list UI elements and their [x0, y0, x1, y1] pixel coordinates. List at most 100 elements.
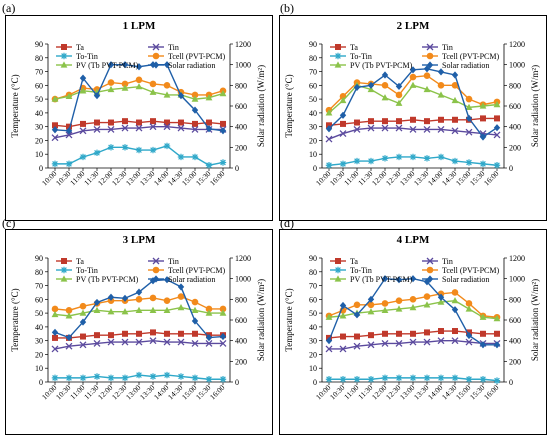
data-point	[149, 146, 157, 154]
chart-title: 1 LPM	[123, 20, 156, 32]
data-point	[163, 91, 171, 98]
data-point	[149, 277, 157, 285]
legend-marker	[152, 275, 160, 283]
legend-marker	[426, 257, 434, 265]
y-tick-label: 80	[35, 54, 43, 63]
series-tcell-pvt-pcm	[325, 289, 501, 321]
data-point	[177, 153, 185, 161]
data-point	[177, 338, 185, 346]
chart-panel-2: 2 LPM 0 10 20 30 40 50 60 70 80 90 0 200 400 600 800 100…	[279, 15, 547, 221]
data-point	[79, 302, 87, 310]
data-point	[219, 376, 227, 383]
data-point	[219, 159, 227, 166]
legend-item-solar-radiation: Solar radiation	[422, 61, 489, 70]
y2-tick-label: 200	[235, 357, 247, 366]
data-point	[149, 123, 157, 131]
data-point	[150, 329, 156, 336]
data-point	[339, 160, 347, 168]
legend-label: PV (Tb PVT-PCM)	[350, 61, 413, 70]
legend-item-to-tin: To-Tin	[330, 266, 372, 275]
data-point	[135, 371, 143, 379]
series-solar-radiation	[325, 65, 501, 141]
y-tick-label: 80	[35, 268, 43, 277]
data-point	[93, 373, 101, 380]
data-point	[79, 87, 87, 94]
data-point	[51, 305, 59, 313]
data-point	[493, 341, 501, 349]
data-point	[409, 81, 417, 88]
data-point	[149, 306, 157, 313]
data-point	[107, 61, 115, 69]
data-point	[65, 131, 73, 139]
data-point	[395, 91, 403, 99]
data-point	[479, 133, 487, 141]
data-point	[367, 341, 375, 349]
data-point	[367, 376, 375, 383]
legend-item-solar-radiation: Solar radiation	[422, 275, 489, 284]
data-point	[51, 310, 59, 318]
legend-label: Solar radiation	[442, 61, 489, 70]
legend-marker	[335, 258, 341, 264]
data-point	[121, 124, 129, 132]
data-point	[395, 153, 403, 161]
data-point	[205, 376, 213, 383]
data-point	[353, 376, 361, 383]
data-point	[325, 109, 333, 116]
data-point	[465, 159, 473, 166]
y-tick-label: 40	[35, 109, 43, 118]
data-point	[219, 305, 227, 313]
data-point	[79, 374, 87, 382]
data-point	[367, 308, 375, 315]
data-point	[452, 116, 458, 123]
data-point	[340, 333, 346, 340]
data-point	[94, 119, 100, 126]
data-point	[437, 298, 445, 305]
data-point	[65, 342, 73, 350]
data-point	[149, 88, 157, 95]
data-point	[423, 85, 431, 93]
data-point	[93, 92, 101, 100]
data-point	[339, 345, 347, 353]
y2-tick-label: 600	[509, 102, 521, 111]
y-tick-label: 40	[35, 323, 43, 332]
legend-item-pv-tb-pvt-pcm: PV (Tb PVT-PCM)	[330, 61, 413, 70]
data-point	[325, 125, 333, 133]
legend-label: Tcell (PVT-PCM)	[442, 52, 499, 61]
data-point	[163, 123, 171, 131]
y-tick-label: 60	[35, 81, 43, 90]
y2-tick-label: 0	[235, 378, 239, 387]
data-point	[191, 339, 199, 347]
data-point	[382, 118, 388, 125]
y2-tick-label: 1200	[235, 254, 251, 263]
data-point	[395, 124, 403, 132]
data-point	[395, 339, 403, 347]
data-point	[438, 116, 444, 123]
y-axis-label: Temperature (°C)	[10, 74, 20, 137]
legend-label: Tin	[442, 257, 453, 266]
data-point	[52, 122, 58, 129]
chart-panel-4: 4 LPM 0 10 20 30 40 50 60 70 80 90 0 200 400 600 800 100…	[279, 229, 547, 435]
data-point	[410, 116, 416, 123]
data-point	[205, 162, 213, 169]
data-point	[136, 330, 142, 337]
data-point	[395, 276, 403, 284]
data-point	[163, 61, 171, 69]
data-point	[409, 153, 417, 161]
data-point	[437, 293, 445, 301]
data-point	[423, 293, 431, 300]
y-tick-label: 30	[35, 123, 43, 132]
data-point	[465, 103, 473, 110]
series-solar-radiation	[51, 61, 227, 135]
data-point	[465, 331, 473, 340]
data-point	[368, 332, 374, 339]
legend-marker	[426, 43, 434, 51]
y-tick-label: 30	[309, 337, 317, 346]
data-point	[121, 61, 129, 69]
legend-label: Tin	[168, 257, 179, 266]
legend-item-solar-radiation: Solar radiation	[148, 275, 215, 284]
data-point	[93, 306, 101, 313]
y-tick-label: 20	[309, 136, 317, 145]
data-point	[219, 90, 227, 97]
y-axis-label: Temperature (°C)	[10, 288, 20, 351]
y-tick-label: 50	[309, 309, 317, 318]
